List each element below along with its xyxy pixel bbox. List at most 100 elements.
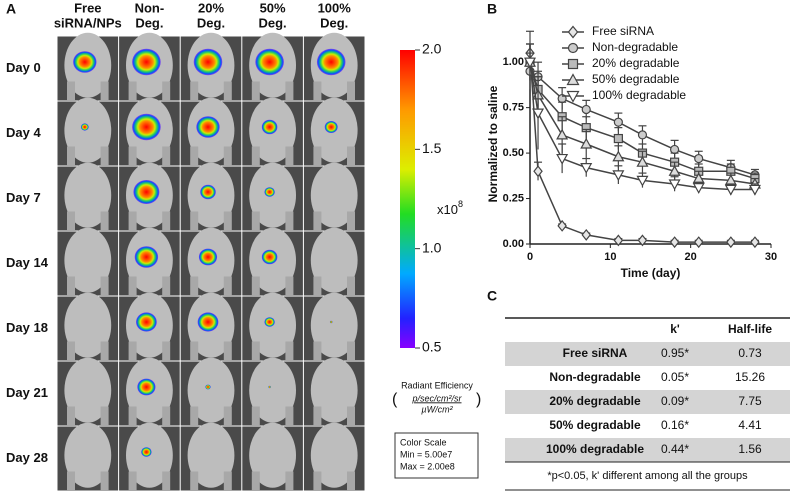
- mouse-leg: [313, 211, 322, 231]
- marker: [556, 153, 569, 165]
- table-cell: 15.26: [735, 370, 765, 384]
- mouse-leg: [190, 406, 199, 426]
- x-tick-label: 30: [765, 251, 777, 263]
- panel-label: A: [6, 1, 16, 17]
- color-scale-text: Color Scale: [400, 437, 447, 447]
- marker: [567, 42, 579, 54]
- marker: [636, 175, 649, 187]
- signal: [261, 119, 278, 135]
- row-label: Day 7: [6, 190, 41, 205]
- column-header: Deg.: [197, 15, 225, 30]
- table-cell: 50% degradable: [549, 418, 641, 432]
- mouse-leg: [285, 406, 294, 426]
- table-row: [505, 390, 790, 414]
- x-tick-label: 20: [685, 251, 697, 263]
- mouse-leg: [223, 471, 232, 491]
- mouse-body: [310, 162, 358, 228]
- mouse-leg: [190, 81, 199, 101]
- marker: [636, 155, 649, 167]
- marker: [724, 184, 737, 196]
- unit-label: Radiant Efficiency: [401, 380, 473, 390]
- y-axis-label: Normalized to saline: [486, 85, 500, 202]
- mouse-leg: [128, 146, 137, 166]
- table-footnote: *p<0.05, k' different among all the grou…: [547, 470, 748, 482]
- mouse-leg: [100, 146, 109, 166]
- mouse-body: [64, 162, 112, 228]
- table-cell: Free siRNA: [563, 346, 628, 360]
- mouse-leg: [347, 471, 355, 491]
- mouse-leg: [251, 341, 260, 361]
- mouse-leg: [128, 81, 137, 101]
- marker: [612, 170, 625, 182]
- table-row: [505, 366, 790, 390]
- column-header: Deg.: [135, 15, 163, 30]
- marker: [581, 228, 592, 241]
- x-tick-label: 0: [527, 251, 533, 263]
- mouse-leg: [162, 406, 171, 426]
- unit-top: p/sec/cm²/sr: [411, 393, 462, 403]
- panel-label: C: [487, 288, 497, 304]
- colorbar-tick-label: 0.5: [422, 339, 442, 355]
- marker: [580, 163, 593, 174]
- mouse-leg: [285, 341, 294, 361]
- signal: [200, 184, 216, 200]
- mouse-leg: [223, 276, 232, 296]
- marker: [557, 219, 567, 232]
- mouse-body: [249, 357, 297, 423]
- row-label: Day 14: [6, 255, 49, 270]
- column-header: Free: [74, 0, 101, 15]
- mouse-leg: [128, 276, 137, 296]
- marker: [668, 165, 681, 176]
- mouse-leg: [285, 211, 294, 231]
- mouse-leg: [67, 146, 75, 166]
- color-scale-text: Max = 2.00e8: [400, 461, 455, 471]
- mouse-leg: [251, 406, 260, 426]
- mouse-leg: [285, 146, 294, 166]
- table-cell: 0.95*: [661, 346, 689, 360]
- marker: [637, 234, 648, 247]
- column-header: 100%: [318, 0, 352, 15]
- marker: [668, 179, 681, 191]
- mouse-leg: [67, 471, 75, 491]
- colorbar-tick-label: 1.5: [422, 140, 442, 156]
- signal: [132, 48, 161, 76]
- series-line: [529, 62, 755, 191]
- signal: [136, 312, 157, 332]
- x-axis-label: Time (day): [621, 266, 681, 280]
- y-tick-label: 1.00: [503, 56, 524, 68]
- row-label: Day 18: [6, 320, 48, 335]
- mouse-leg: [190, 341, 199, 361]
- signal: [73, 51, 97, 73]
- marker: [613, 117, 623, 127]
- mouse-body: [64, 357, 112, 423]
- marker: [567, 25, 579, 39]
- mouse-leg: [162, 211, 171, 231]
- mouse-leg: [100, 211, 109, 231]
- column-header: 20%: [198, 0, 224, 15]
- row-label: Day 21: [6, 385, 48, 400]
- mouse-leg: [347, 146, 355, 166]
- mouse-leg: [223, 341, 232, 361]
- mouse-leg: [190, 471, 199, 491]
- panel-label: B: [487, 1, 497, 17]
- color-scale-box: [394, 432, 479, 479]
- marker: [669, 236, 680, 249]
- mouse-leg: [223, 81, 232, 101]
- series-line: [529, 53, 755, 243]
- signal: [132, 113, 161, 141]
- bracket: (: [392, 391, 398, 408]
- mouse-leg: [100, 406, 109, 426]
- mouse-leg: [128, 341, 137, 361]
- marker: [613, 133, 623, 144]
- mouse-body: [310, 422, 358, 488]
- row-label: Day 4: [6, 125, 41, 140]
- marker: [726, 236, 736, 249]
- column-header: 50%: [260, 0, 286, 15]
- mouse-leg: [100, 276, 109, 296]
- series-line: [529, 62, 756, 185]
- mouse-leg: [223, 211, 232, 231]
- bracket: ): [476, 391, 481, 408]
- mouse-leg: [285, 81, 294, 101]
- mouse-leg: [162, 276, 171, 296]
